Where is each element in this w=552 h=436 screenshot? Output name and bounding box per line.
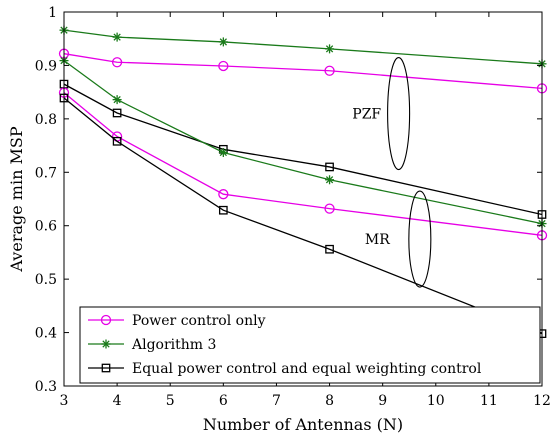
mr-group-ellipse — [408, 190, 432, 288]
data-point — [112, 95, 122, 105]
series-mr-star — [59, 56, 547, 229]
x-tick-label: 8 — [325, 393, 334, 409]
legend-marker — [101, 363, 111, 373]
data-point — [218, 37, 228, 47]
x-axis-label: Number of Antennas (N) — [203, 415, 403, 434]
group-annotations: PZF MR — [352, 56, 432, 288]
data-point — [218, 148, 228, 158]
pzf-group-ellipse — [387, 56, 411, 171]
legend-marker — [100, 314, 112, 326]
y-tick-label: 0.8 — [35, 112, 57, 128]
data-point — [112, 32, 122, 42]
series-line — [63, 60, 543, 225]
data-point — [325, 162, 334, 172]
data-point — [218, 60, 229, 72]
x-tick-label: 6 — [219, 393, 228, 409]
legend-label: Algorithm 3 — [131, 337, 216, 353]
series-line — [63, 29, 543, 65]
legend-entry: Equal power control and equal weighting … — [88, 361, 482, 377]
series-pzf-square — [59, 79, 547, 219]
x-tick-label: 5 — [166, 393, 175, 409]
annotation-mr: MR — [365, 232, 390, 248]
y-tick-label: 0.9 — [35, 58, 57, 74]
series-pzf-circle — [58, 48, 548, 94]
legend-label: Equal power control and equal weighting … — [132, 361, 482, 377]
annotation-pzf: PZF — [352, 107, 381, 123]
y-tick-label: 0.4 — [35, 326, 57, 342]
x-tick-label: 4 — [113, 393, 122, 409]
legend-entry: Power control only — [88, 313, 266, 329]
plot-frame — [63, 11, 543, 387]
data-point — [112, 136, 122, 146]
series-line — [63, 53, 543, 90]
series-mr-square — [59, 93, 547, 338]
x-tick-label: 10 — [427, 393, 445, 409]
series-pzf-star — [59, 25, 547, 69]
data-point — [324, 65, 335, 76]
data-point — [325, 175, 335, 185]
x-tick-label: 12 — [533, 393, 551, 409]
data-point — [325, 244, 334, 254]
data-point — [324, 203, 335, 214]
legend-label: Power control only — [132, 313, 266, 329]
x-tick-label: 7 — [272, 393, 281, 409]
data-point — [325, 44, 335, 54]
data-point — [218, 189, 229, 200]
plot-data-layer — [58, 25, 548, 338]
legend-entry: Algorithm 3 — [88, 337, 216, 353]
data-point — [112, 108, 122, 118]
series-line — [63, 97, 543, 335]
legend-box — [79, 306, 541, 384]
y-tick-label: 0.6 — [35, 219, 57, 235]
axis-ticks: 3 4 5 6 7 8 9 10 11 12 0.3 0.4 0.5 0.6 0.7 0.8 0.9 1 — [35, 5, 551, 409]
y-tick-label: 1 — [48, 5, 57, 21]
data-point — [218, 205, 228, 215]
series-line — [63, 83, 543, 216]
series-line — [63, 92, 543, 236]
data-point — [111, 57, 123, 68]
x-tick-label: 11 — [480, 393, 498, 409]
y-tick-label: 0.3 — [35, 379, 57, 395]
x-tick-label: 3 — [60, 393, 69, 409]
y-tick-label: 0.7 — [35, 165, 57, 181]
legend-marker — [101, 339, 111, 349]
series-mr-circle — [58, 87, 548, 241]
x-tick-label: 9 — [378, 393, 387, 409]
y-axis-label: Average min MSP — [7, 126, 26, 272]
legend: Power control only Algorithm 3 Equal power… — [79, 306, 541, 384]
y-tick-label: 0.5 — [35, 272, 57, 288]
